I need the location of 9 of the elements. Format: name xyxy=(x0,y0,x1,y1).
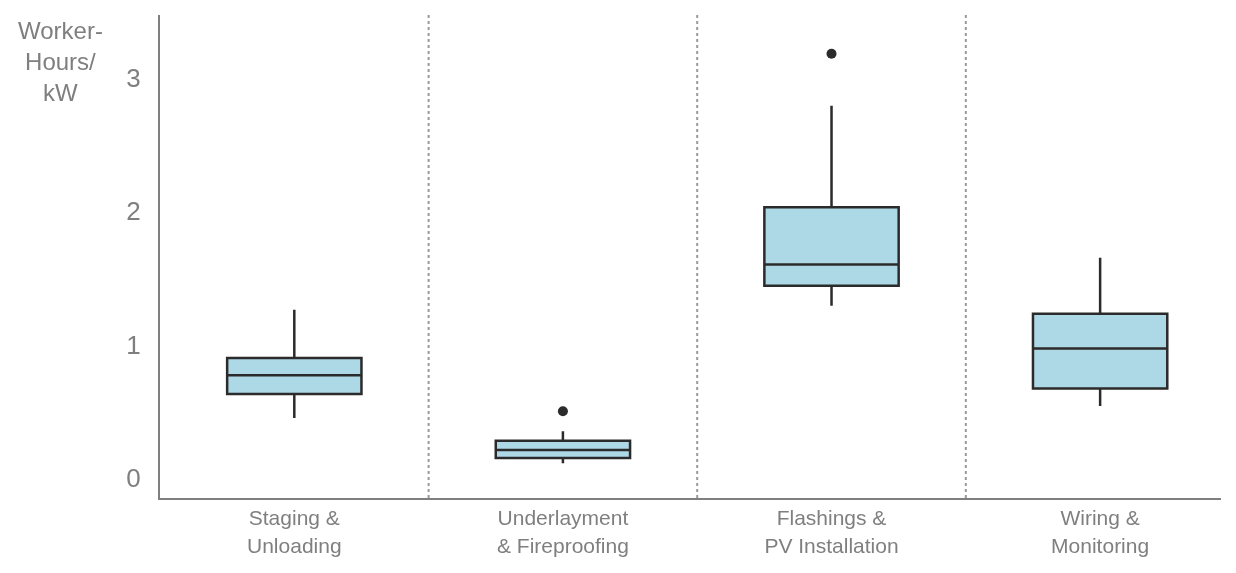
y-tick-label: 0 xyxy=(126,463,141,494)
x-tick-label: Underlayment & Fireproofing xyxy=(496,506,629,557)
y-tick-label: 1 xyxy=(126,329,141,360)
y-axis-title: Worker- Hours/ kW xyxy=(18,17,103,107)
x-tick-label: Flashings & PV Installation xyxy=(764,506,899,557)
x-tick-label: Wiring & Monitoring xyxy=(1051,506,1150,557)
x-tick-label: Staging & Unloading xyxy=(247,506,342,557)
y-tick-label: 2 xyxy=(126,196,141,227)
y-tick-label: 3 xyxy=(126,62,141,93)
